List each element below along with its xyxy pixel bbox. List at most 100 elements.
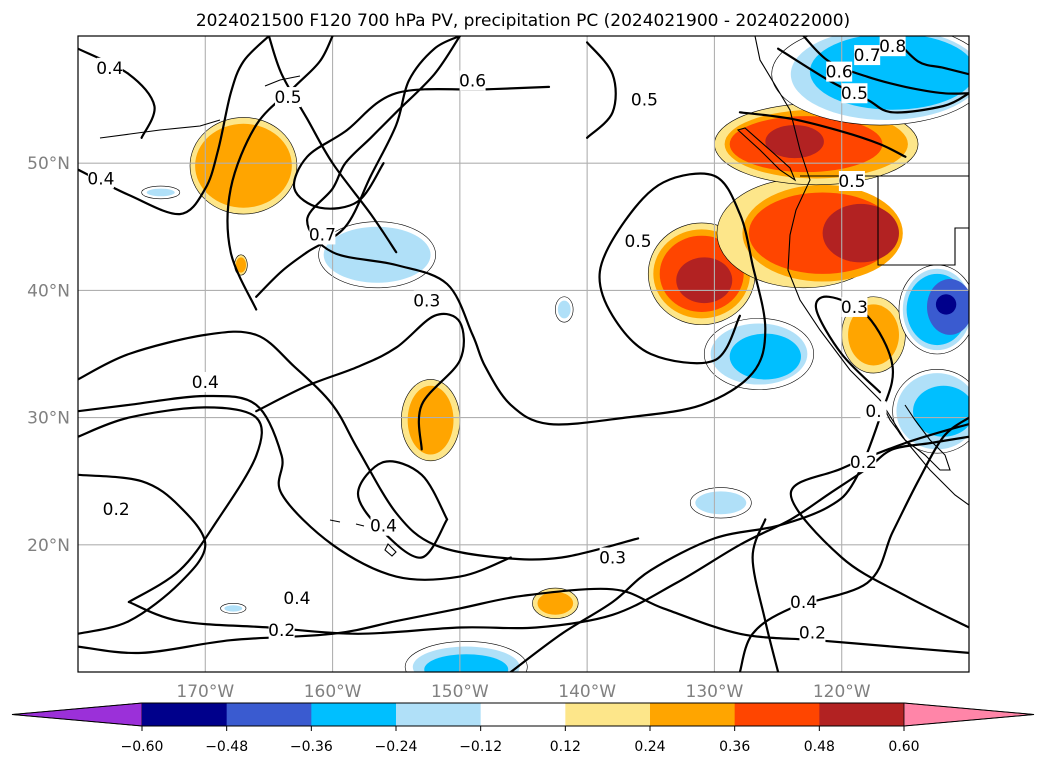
contour-label: 0.4 [96,59,123,79]
vancouver-island-coastline [736,127,797,182]
longitude-tick-label: 130°W [686,682,744,702]
colorbar-segment [396,703,482,726]
colorbar-tick-label: −0.60 [121,739,164,755]
colorbar-segment [142,703,228,726]
contour-label: 0.2 [268,621,295,641]
chart-title: 2024021500 F120 700 hPa PV, precipitatio… [196,11,850,31]
contour-label: 0. [865,402,881,422]
colorbar-extend-low [11,702,143,727]
colorbar-tick-label: 0.24 [634,739,665,755]
contour-label-bg [854,45,881,66]
precip-fill-blob [848,304,899,366]
precip-fill-blob [224,605,243,612]
longitude-tick-label: 160°W [304,682,362,702]
contour-label: 0.3 [413,292,440,312]
contour-label: 0.5 [841,84,868,104]
precip-fill-blob [935,294,957,315]
contour-label-bg [826,61,853,82]
contour-label-bg [283,588,310,609]
precip-fill-blob [195,123,292,208]
contour-label-bg [96,57,123,78]
longitude-tick-label: 170°W [176,682,234,702]
precip-fill-blob [822,203,899,263]
longitude-tick-label: 150°W [431,682,489,702]
contour-label: 0.8 [879,37,906,57]
colorbar-segment [734,703,820,726]
contour-label: 0.5 [625,232,652,252]
contour-label: 0.4 [283,589,310,609]
us-canada-border [800,175,969,266]
pv-contour-line [78,406,263,604]
pv-contour-line [78,394,512,581]
contour-label: 0.2 [103,500,130,520]
contour-label: 0.6 [826,63,853,83]
colorbar-segment [565,703,651,726]
contour-label-bg [838,171,865,192]
precip-fill-blob [323,226,431,283]
contour-label: 0.2 [799,624,826,644]
contour-label-bg [841,296,868,317]
contour-label: 0.6 [459,72,486,92]
contour-label-bg [413,290,440,311]
contour-label-bg [275,87,302,108]
pv-contour-line [802,36,969,95]
pv-contour-line [777,47,969,114]
pv-contour-line [789,422,969,629]
longitude-tick-label: 140°W [558,682,616,702]
pv-contour-labels: 0.60.50.40.40.70.50.50.50.50.60.70.80.3 0… [87,36,906,644]
precip-fill-blob [146,188,175,197]
contour-label: 0.7 [309,225,336,245]
pv-contour-line [751,518,780,672]
map-plot-area: 0.60.50.40.40.70.50.50.50.50.60.70.80.3 0… [78,36,969,672]
precip-fill-blob [676,257,733,304]
colorbar-tick-labels: −0.60 −0.48 −0.36 −0.24 −0.12 0.12 0.24 0.36 0.4… [121,726,920,755]
contour-label-bg [268,620,295,641]
colorbar-tick-label: −0.12 [459,739,502,755]
contour-label-bg [860,401,887,422]
latitude-tick-label: 20°N [27,536,70,556]
colorbar-tick-label: −0.24 [375,739,418,755]
colorbar-segment [311,703,397,726]
latitude-tick-label: 40°N [27,281,70,301]
pv-contour-line [226,36,334,311]
graticule [78,36,969,672]
longitude-tick-labels: 170°W 160°W 150°W 140°W 130°W 120°W [176,682,870,702]
baja-peninsula-coastline [879,399,951,471]
contour-label-bg [459,70,486,91]
colorbar-tick-label: 0.60 [888,739,919,755]
pv-contour-line [738,111,907,158]
contour-label: 0.5 [274,88,301,108]
contour-label-bg [799,622,826,643]
contour-label: 0.4 [370,517,397,537]
colorbar-extend-high [903,702,1035,727]
colorbar-segment [480,703,566,726]
contour-label: 0.4 [87,169,114,189]
contour-label: 0.2 [850,453,877,473]
precip-fill-blob [557,300,571,319]
pv-contour-line [78,36,270,216]
pv-contour-line [356,460,449,559]
contour-label-bg [87,168,114,189]
latitude-tick-labels: 20°N 30°N 40°N 50°N [27,154,70,556]
contour-label: 0.5 [631,91,658,111]
contour-label-bg [841,83,868,104]
precip-fill-layer [141,36,969,672]
pv-contour-line [306,36,767,426]
pv-contour-line [267,36,398,254]
north-america-coastline [754,36,969,506]
precip-fill-blob [424,654,509,672]
contour-label-bg [790,592,817,613]
precip-fill-blob [729,333,801,380]
precip-fill-blob [407,385,454,455]
colorbar-segment [819,703,905,726]
hawaii-islands [329,519,397,557]
precip-fill-blob [765,125,824,159]
pv-contour-line [255,36,461,298]
colorbar-segment [226,703,312,726]
contour-label-bg [625,230,652,251]
contour-label-bg [309,224,336,245]
colorbar-tick-label: 0.48 [804,739,835,755]
pv-contour-line [509,295,895,672]
contour-label: 0.3 [599,549,626,569]
